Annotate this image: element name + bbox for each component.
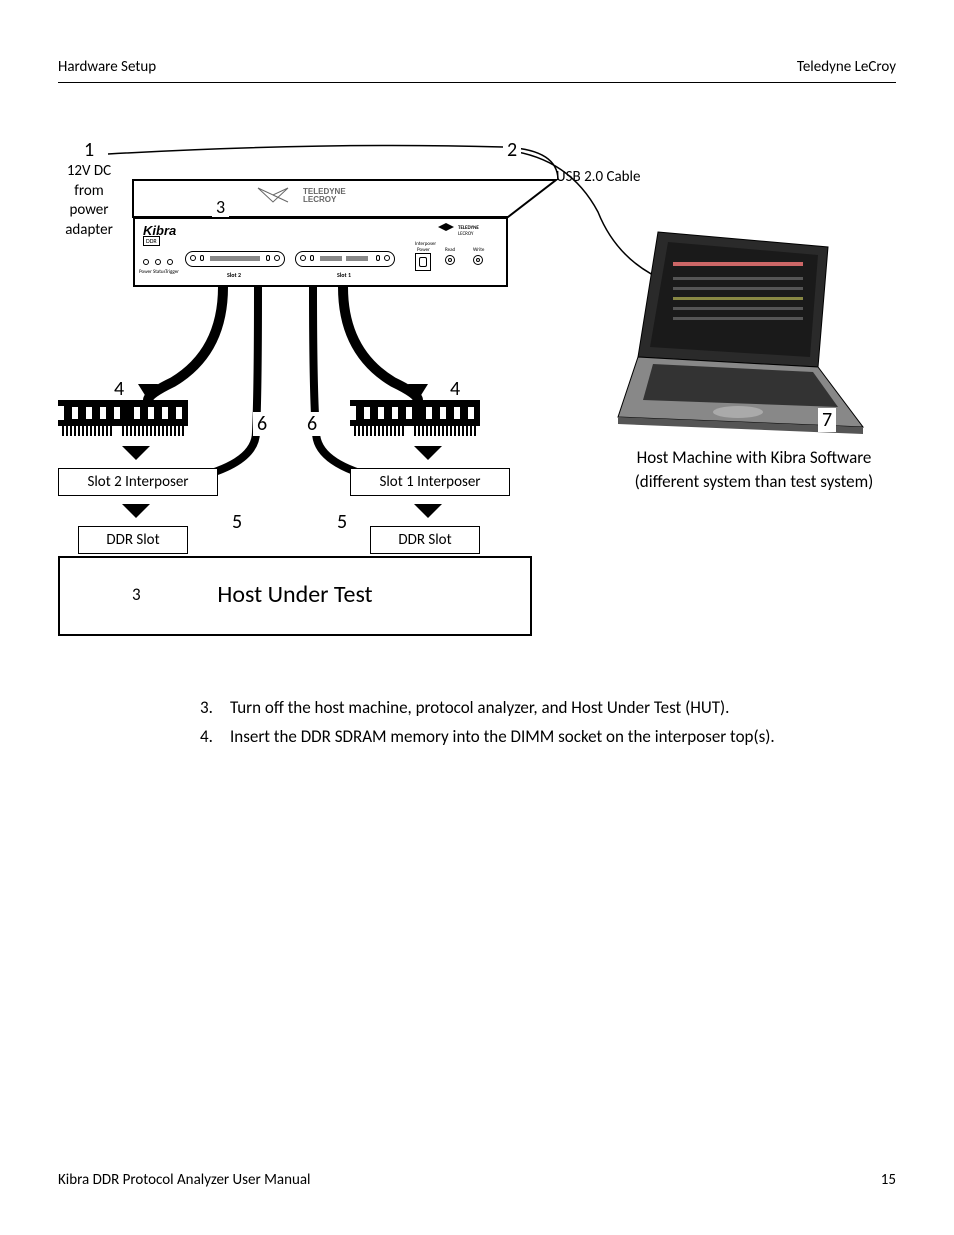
- slot2-interposer-box: Slot 2 Interposer: [58, 468, 218, 496]
- slot1-interposer-box: Slot 1 Interposer: [350, 468, 510, 496]
- instruction-item: 4. Insert the DDR SDRAM memory into the …: [200, 723, 874, 750]
- instructions-list: 3. Turn off the host machine, protocol a…: [200, 694, 874, 752]
- instruction-item: 3. Turn off the host machine, protocol a…: [200, 694, 874, 721]
- lbl-slot2: Slot 2: [227, 271, 241, 279]
- dimm-left: [58, 400, 188, 426]
- callout-1-label: 12V DC from power adapter: [54, 162, 124, 240]
- host-under-test-box: 3 Host Under Test: [58, 556, 532, 636]
- header-right: Teledyne LeCroy: [797, 58, 896, 76]
- ddr-slot-left-box: DDR Slot: [78, 526, 188, 554]
- callout-2-num: 2: [503, 138, 521, 162]
- callout-1-num: 1: [80, 138, 98, 162]
- callout-7-num: 7: [818, 408, 836, 432]
- header-left: Hardware Setup: [58, 58, 156, 76]
- callout-3-top: 3: [212, 196, 229, 218]
- analyzer-sub: DDR: [143, 236, 160, 246]
- host-caption: Host Machine with Kibra Software (differ…: [614, 446, 894, 494]
- teledyne-logo-icon: TELEDYNE LECROY: [438, 223, 498, 237]
- lbl-status: Status: [153, 269, 166, 275]
- lbl-write: Write: [473, 247, 484, 253]
- ddr-slot-right-box: DDR Slot: [370, 526, 480, 554]
- analyzer-front-panel: Kibra DDR TELEDYNE LECROY Power Status T…: [133, 217, 508, 287]
- lbl-read: Read: [445, 247, 455, 253]
- lbl-trigger: Trigger: [165, 269, 179, 275]
- page-footer: Kibra DDR Protocol Analyzer User Manual …: [58, 1171, 896, 1189]
- svg-text:LECROY: LECROY: [303, 195, 337, 204]
- callout-5-right: 5: [333, 510, 351, 534]
- callout-6-left: 6: [253, 412, 271, 436]
- lbl-power: Power: [139, 269, 152, 275]
- footer-right: 15: [881, 1171, 896, 1189]
- setup-diagram: TELEDYNE LECROY: [58, 132, 896, 652]
- instruction-num: 3.: [200, 694, 230, 721]
- callout-4-right: 4: [446, 377, 464, 401]
- dimm-right: [350, 400, 480, 426]
- page-header: Hardware Setup Teledyne LeCroy: [58, 58, 896, 83]
- lbl-slot1: Slot 1: [337, 271, 351, 279]
- callout-2-label: USB 2.0 Cable: [556, 168, 640, 188]
- host-under-test-label: Host Under Test: [60, 580, 530, 609]
- instruction-text: Turn off the host machine, protocol anal…: [230, 694, 729, 721]
- instruction-text: Insert the DDR SDRAM memory into the DIM…: [230, 723, 775, 750]
- svg-text:LECROY: LECROY: [458, 231, 474, 237]
- footer-left: Kibra DDR Protocol Analyzer User Manual: [58, 1171, 311, 1189]
- instruction-num: 4.: [200, 723, 230, 750]
- callout-4-left: 4: [110, 377, 128, 401]
- callout-5-left: 5: [228, 510, 246, 534]
- callout-6-right: 6: [303, 412, 321, 436]
